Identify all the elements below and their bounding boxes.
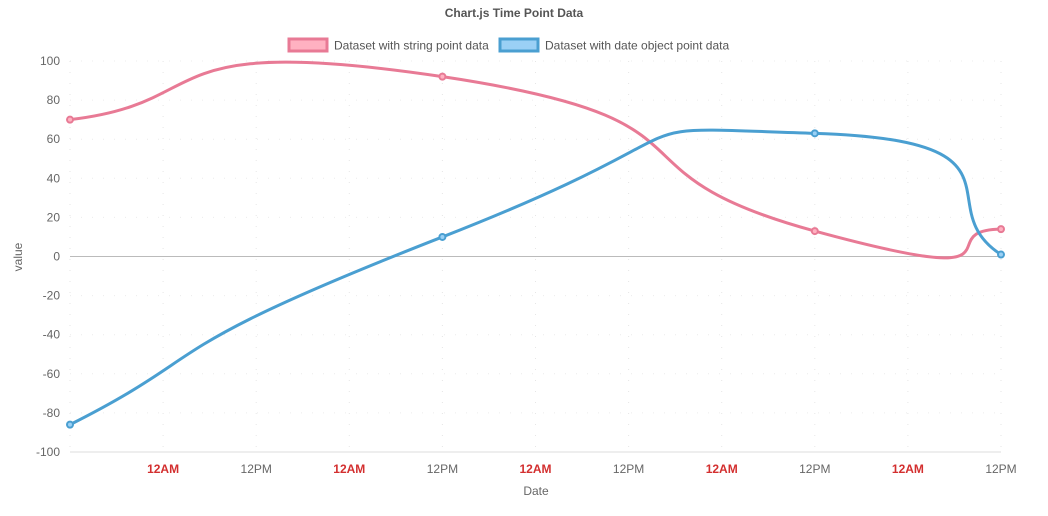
series-line	[68, 128, 1003, 427]
y-tick-label: 60	[47, 132, 61, 146]
y-tick-label: 80	[47, 93, 61, 107]
series-lines	[66, 60, 1005, 429]
legend-swatch-date-object-data	[498, 37, 540, 53]
legend-swatch-string-data	[287, 37, 329, 53]
series-0	[66, 60, 1005, 260]
series-1	[66, 128, 1005, 429]
x-axis-ticks: 12AM 12PM 12AM 12PM 12AM 12PM 12AM 12PM 12AM 12PM	[147, 462, 1017, 476]
x-tick-label: 12AM	[892, 462, 924, 476]
y-tick-label: -20	[43, 289, 61, 303]
y-tick-label: -100	[36, 445, 60, 459]
y-tick-label: 100	[40, 54, 60, 68]
chart-title: Chart.js Time Point Data	[445, 6, 584, 20]
legend-item-date-object-data[interactable]: Dataset with date object point data	[498, 37, 729, 53]
y-tick-label: -60	[43, 367, 61, 381]
legend-label-string-data: Dataset with string point data	[334, 39, 489, 53]
x-tick-label: 12PM	[427, 462, 458, 476]
x-tick-label: 12PM	[613, 462, 644, 476]
legend-item-string-data[interactable]: Dataset with string point data	[287, 37, 489, 53]
legend: Dataset with string point data Dataset w…	[287, 37, 729, 53]
x-tick-label: 12AM	[147, 462, 179, 476]
data-point[interactable]	[997, 225, 1005, 234]
y-tick-label: -80	[43, 406, 61, 420]
y-axis-ticks: 100 80 60 40 20 0 -20 -40 -60 -80 -100	[36, 54, 60, 459]
x-tick-label: 12AM	[519, 462, 551, 476]
y-tick-label: 20	[47, 210, 61, 224]
data-point[interactable]	[810, 129, 819, 138]
x-tick-label: 12PM	[985, 462, 1016, 476]
x-axis-label: Date	[523, 484, 549, 498]
x-tick-label: 12PM	[799, 462, 830, 476]
grid	[69, 60, 1002, 453]
y-tick-label: 0	[53, 250, 60, 264]
legend-label-date-object-data: Dataset with date object point data	[545, 39, 729, 53]
data-point[interactable]	[66, 115, 74, 124]
y-tick-label: 40	[47, 171, 61, 185]
x-tick-label: 12AM	[333, 462, 365, 476]
x-tick-label: 12PM	[241, 462, 272, 476]
y-axis-label: value	[11, 242, 25, 271]
data-point[interactable]	[810, 227, 819, 236]
y-tick-label: -40	[43, 328, 61, 342]
series-line	[68, 60, 1003, 260]
data-point[interactable]	[997, 250, 1005, 259]
data-point[interactable]	[438, 72, 447, 81]
data-point[interactable]	[66, 420, 74, 429]
data-point[interactable]	[438, 232, 447, 241]
x-tick-label: 12AM	[706, 462, 738, 476]
